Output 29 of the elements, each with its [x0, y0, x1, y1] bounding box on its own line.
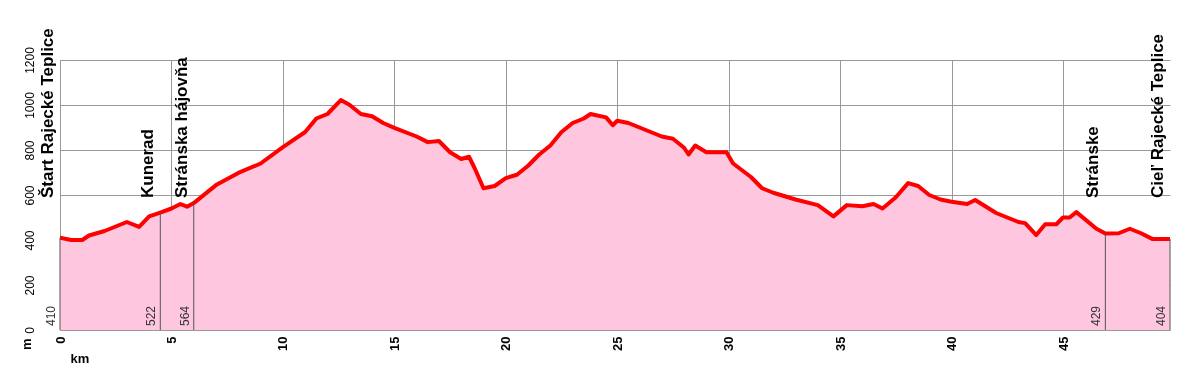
y-tick-label: 600	[22, 185, 37, 206]
annotation: 522	[144, 305, 159, 326]
ref-line-label: Kunerad	[138, 129, 158, 198]
x-tick-label: 45	[1055, 336, 1071, 351]
x-tick-label: 20	[498, 336, 514, 351]
ref-line-label: Stránske	[1083, 126, 1103, 198]
y-tick-label: 800	[22, 140, 37, 161]
x-axis-title: km	[70, 350, 90, 366]
x-tick-label: 30	[721, 336, 737, 351]
y-tick-label: 0	[22, 326, 37, 334]
annotation: 564	[177, 305, 192, 326]
ref-line-label: Cieľ Rajecké Teplice	[1148, 33, 1167, 198]
y-tick-label: 400	[22, 230, 37, 251]
x-tick-label: 5	[163, 336, 179, 344]
text: 410	[44, 305, 58, 326]
annotation: 404	[1154, 305, 1168, 326]
annotation: 429	[1089, 305, 1104, 326]
y-tick-label: 1000	[22, 91, 37, 119]
y-axis-title: m	[18, 338, 34, 351]
y-tick-label: 1200	[22, 46, 37, 74]
x-tick-label: 0	[52, 336, 68, 344]
ref-line-label: Štart Rajecké Teplice	[38, 28, 57, 198]
y-tick-label: 200	[22, 275, 37, 296]
x-tick-label: 15	[386, 336, 402, 351]
ref-line-label: Stránska hájovňa	[171, 56, 191, 198]
x-tick-label: 40	[944, 336, 960, 351]
x-tick-label: 35	[832, 336, 848, 351]
x-tick-label: 10	[275, 336, 291, 351]
x-tick-label: 25	[609, 336, 625, 351]
